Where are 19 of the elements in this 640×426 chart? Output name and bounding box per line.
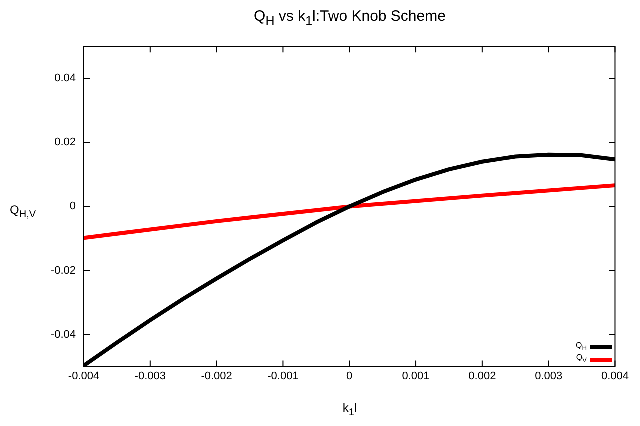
chart-title: Q$_{H}$ vs k$_{1}$l:Two Knob Scheme [253,8,447,28]
x-tick-label: 0.004 [601,370,629,382]
y-tick-label: -0.02 [50,264,76,277]
x-tick-label: -0.001 [268,370,299,382]
y-axis-title: Q$_{H,V}$ [10,203,36,220]
x-axis-title: k$_{1}$l [342,400,358,418]
x-tick-label: 0 [346,370,353,382]
legend-label: Q$_{H}$ [576,340,587,354]
x-tick-label: -0.004 [68,370,100,382]
y-tick-label: 0 [70,200,76,213]
y-tick-label: 0.04 [54,72,76,85]
x-tick-label: 0.002 [468,370,496,382]
x-tick-label: -0.003 [134,370,166,382]
legend-label: Q$_{V}$ [576,353,587,366]
x-tick-label: 0.003 [535,370,563,382]
x-tick-label: 0.001 [402,370,430,382]
x-tick-label: -0.002 [201,370,232,382]
y-tick-label: -0.04 [50,328,76,341]
y-tick-label: 0.02 [54,136,76,149]
